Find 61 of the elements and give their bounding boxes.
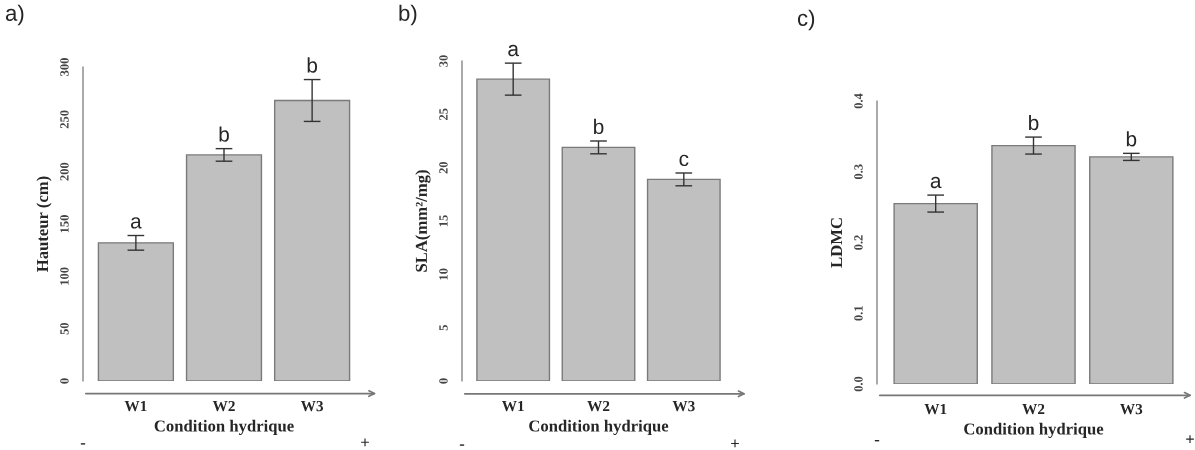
y-tick-label: 250 [60, 110, 69, 129]
y-tick-label: 15 [439, 215, 448, 227]
x-axis-title: Condition hydrique [529, 419, 669, 436]
y-tick-label: 0.1 [854, 306, 863, 321]
x-tick-label: W2 [212, 400, 235, 412]
y-tick-label: 0.3 [854, 164, 863, 180]
bar [1089, 156, 1174, 384]
bar [893, 202, 978, 384]
y-tick-label: 0 [60, 378, 69, 384]
y-tick-label: 25 [439, 108, 448, 121]
text: + [361, 438, 369, 447]
bar [646, 178, 721, 381]
text: - [80, 443, 86, 445]
bar [561, 146, 636, 381]
annotation: b [1029, 114, 1039, 131]
x-tick-label: W2 [587, 400, 610, 412]
y-tick-label: 200 [60, 162, 69, 181]
bar [991, 144, 1076, 384]
y-tick-label: 100 [60, 267, 69, 285]
text: - [874, 439, 880, 442]
y-tick-label: 0.2 [854, 235, 863, 250]
x-tick-label: W1 [501, 400, 524, 412]
annotation: c [679, 154, 689, 167]
x-tick-label: W1 [124, 400, 147, 412]
y-axis-title: SLA(mm²/mg) [415, 170, 431, 272]
y-tick-label: 50 [60, 322, 69, 335]
x-tick-label: W1 [924, 403, 947, 415]
chart-title: b) [399, 4, 417, 26]
y-tick-label: 0 [439, 378, 448, 384]
annotation: b [219, 126, 229, 142]
bar [273, 99, 351, 381]
y-tick-label: 10 [439, 268, 448, 280]
y-axis-title: LDMC [830, 218, 843, 268]
y-tick-label: 0.0 [854, 376, 863, 392]
x-tick-label: W2 [1022, 403, 1045, 415]
text: - [459, 444, 465, 446]
y-axis-title: Hauteur (cm) [36, 176, 52, 272]
bar [476, 78, 551, 381]
y-tick-label: 5 [439, 325, 448, 331]
chart-title: c) [797, 9, 815, 31]
text: + [1186, 435, 1194, 443]
y-tick-label: 300 [60, 58, 69, 76]
annotation: b [1126, 131, 1137, 147]
x-tick-label: W3 [300, 400, 324, 412]
annotation: a [130, 217, 142, 229]
x-tick-label: W3 [1120, 403, 1143, 415]
annotation: b [307, 57, 318, 73]
annotation: a [508, 44, 519, 57]
y-tick-label: 0.4 [854, 93, 863, 109]
y-tick-label: 20 [439, 161, 448, 174]
bar [97, 242, 175, 381]
x-tick-label: W3 [672, 400, 695, 412]
annotation: a [930, 176, 942, 189]
y-tick-label: 150 [60, 215, 69, 233]
chart-title: a) [5, 4, 24, 26]
text: + [731, 439, 739, 448]
bar [185, 154, 263, 381]
x-axis-title: Condition hydrique [154, 419, 294, 436]
annotation: b [594, 118, 604, 135]
x-axis-title: Condition hydrique [964, 422, 1104, 439]
y-tick-label: 30 [439, 55, 448, 67]
